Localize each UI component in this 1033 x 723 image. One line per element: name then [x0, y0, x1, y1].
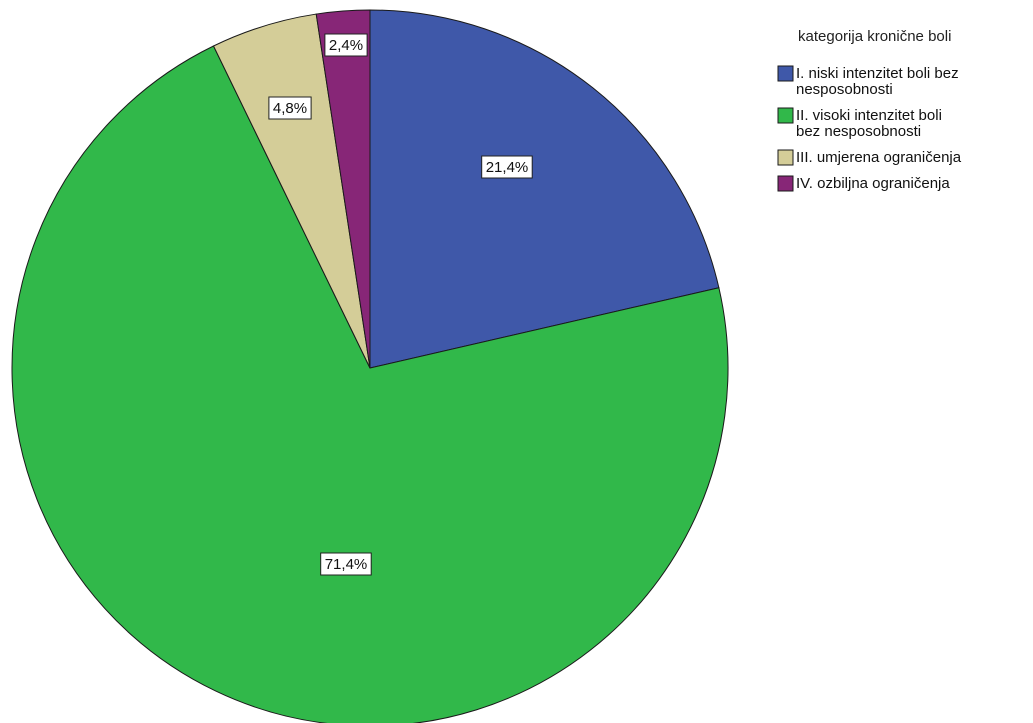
data-label-text: 4,8%: [273, 100, 307, 117]
pie-data-labels: 21,4% 71,4% 4,8% 2,4%: [268, 33, 533, 576]
legend-label: III. umjerena ograničenja: [796, 149, 962, 166]
legend-swatch: [777, 175, 794, 192]
legend-swatch: [777, 107, 794, 124]
pie-slice-2: [11, 45, 729, 723]
legend-label: II. visoki intenzitet boli: [796, 107, 942, 124]
legend-label: I. niski intenzitet boli bez: [796, 65, 959, 82]
legend-title: kategorija kronične boli: [798, 28, 951, 45]
data-label-4: 2,4%: [324, 33, 368, 57]
legend-item-4: IV. ozbiljna ograničenja: [777, 175, 950, 192]
legend-label: nesposobnosti: [796, 81, 893, 98]
pie-slice-4: [315, 9, 371, 369]
legend-label: IV. ozbiljna ograničenja: [796, 175, 950, 192]
data-label-text: 2,4%: [329, 37, 363, 54]
legend-swatch: [777, 65, 794, 82]
legend: kategorija kronične boli I. niski intenz…: [777, 28, 962, 192]
legend-label: bez nesposobnosti: [796, 123, 921, 140]
data-label-text: 71,4%: [325, 556, 368, 573]
data-label-2: 71,4%: [320, 552, 372, 576]
legend-item-3: III. umjerena ograničenja: [777, 149, 962, 166]
pie-slice-1: [369, 9, 720, 369]
data-label-box: [324, 33, 368, 57]
data-label-1: 21,4%: [481, 155, 533, 179]
data-label-box: [268, 96, 312, 120]
data-label-box: [481, 155, 533, 179]
pie-slices: [11, 9, 729, 723]
data-label-box: [320, 552, 372, 576]
data-label-text: 21,4%: [486, 159, 529, 176]
legend-item-1: I. niski intenzitet boli beznesposobnost…: [777, 65, 959, 98]
data-label-3: 4,8%: [268, 96, 312, 120]
legend-swatch: [777, 149, 794, 166]
